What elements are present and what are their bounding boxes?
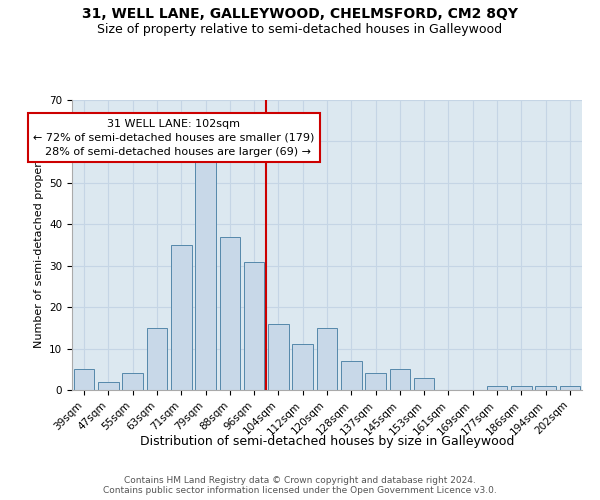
Bar	[244, 262, 265, 390]
Bar	[511, 386, 532, 390]
Text: 31 WELL LANE: 102sqm  
← 72% of semi-detached houses are smaller (179)
  28% of : 31 WELL LANE: 102sqm ← 72% of semi-detac…	[34, 118, 314, 156]
Bar	[195, 162, 216, 390]
Text: Contains HM Land Registry data © Crown copyright and database right 2024.
Contai: Contains HM Land Registry data © Crown c…	[103, 476, 497, 495]
Bar	[292, 344, 313, 390]
Bar	[122, 374, 143, 390]
Text: 31, WELL LANE, GALLEYWOOD, CHELMSFORD, CM2 8QY: 31, WELL LANE, GALLEYWOOD, CHELMSFORD, C…	[82, 8, 518, 22]
Bar	[535, 386, 556, 390]
Bar	[171, 245, 191, 390]
Bar	[414, 378, 434, 390]
Bar	[365, 374, 386, 390]
Bar	[74, 370, 94, 390]
Bar	[341, 361, 362, 390]
Bar	[560, 386, 580, 390]
Bar	[268, 324, 289, 390]
Bar	[98, 382, 119, 390]
Text: Size of property relative to semi-detached houses in Galleywood: Size of property relative to semi-detach…	[97, 22, 503, 36]
Y-axis label: Number of semi-detached properties: Number of semi-detached properties	[34, 142, 44, 348]
Bar	[220, 236, 240, 390]
Bar	[389, 370, 410, 390]
Bar	[317, 328, 337, 390]
Bar	[146, 328, 167, 390]
Text: Distribution of semi-detached houses by size in Galleywood: Distribution of semi-detached houses by …	[140, 435, 514, 448]
Bar	[487, 386, 508, 390]
